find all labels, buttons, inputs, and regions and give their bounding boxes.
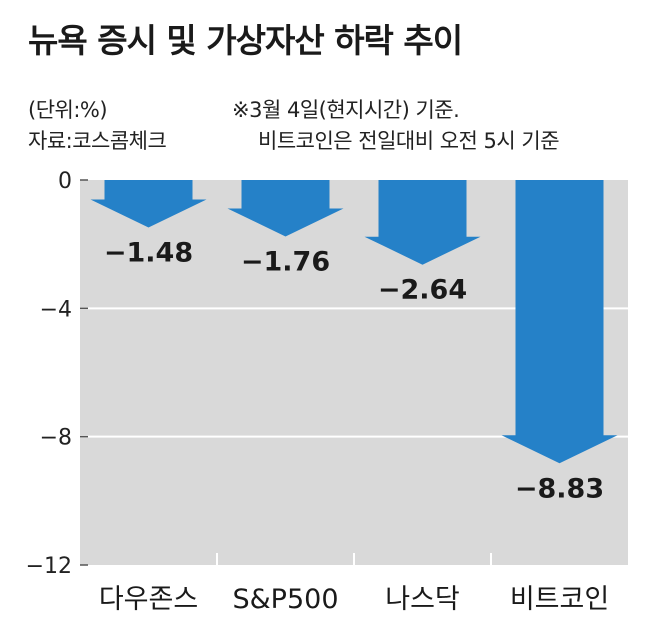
arrow-marks	[90, 180, 618, 464]
unit-note: (단위:%)	[28, 98, 108, 122]
value-label-3: −8.83	[515, 473, 604, 504]
date-note: ※3월 4일(현지시간) 기준.	[232, 98, 460, 122]
category-label-3: 비트코인	[510, 584, 609, 615]
y-tick-label-1: −4	[40, 297, 72, 322]
arrow-mark-2	[364, 180, 481, 265]
y-tick-label-3: −12	[26, 554, 72, 579]
labels: −1.48 다우존스 −1.76 S&P500 −2.64 나스닥 −8.83 비트코인	[99, 237, 609, 615]
category-label-0: 다우존스	[99, 584, 198, 615]
value-label-0: −1.48	[104, 237, 193, 268]
arrow-mark-1	[227, 180, 344, 237]
arrow-mark-3	[501, 180, 618, 464]
value-label-1: −1.76	[241, 246, 330, 277]
category-label-2: 나스닥	[385, 584, 460, 615]
source-note: 자료:코스콤체크	[28, 129, 167, 153]
category-label-1: S&P500	[232, 584, 338, 615]
arrow-mark-0	[90, 180, 207, 228]
value-label-2: −2.64	[378, 275, 467, 306]
y-tick-label-2: −8	[40, 426, 72, 451]
bitcoin-note: 비트코인은 전일대비 오전 5시 기준	[258, 129, 560, 153]
y-tick-label-0: 0	[58, 169, 72, 194]
chart-title: 뉴욕 증시 및 가상자산 하락 추이	[28, 21, 463, 60]
y-axis: 0 −4 −8 −12	[26, 169, 492, 579]
